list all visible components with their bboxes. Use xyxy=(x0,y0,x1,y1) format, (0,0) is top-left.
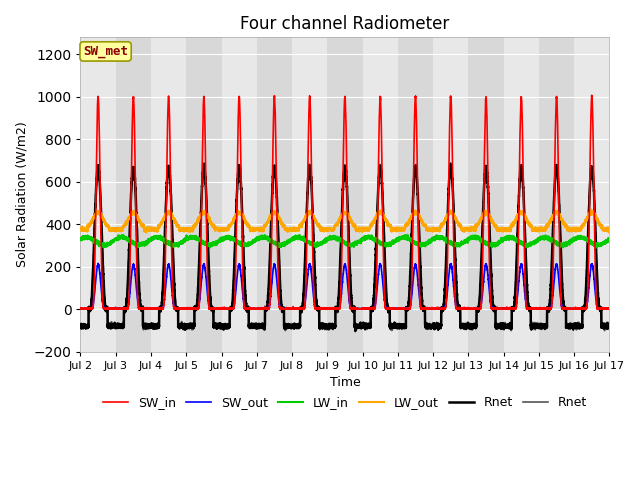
LW_in xyxy=(463,238,471,243)
SW_in xyxy=(77,306,84,312)
Bar xyxy=(257,37,292,351)
LW_out xyxy=(577,227,584,232)
Rnet xyxy=(257,324,264,329)
Rnet xyxy=(478,232,486,238)
Bar xyxy=(151,37,186,351)
Rnet xyxy=(463,321,471,327)
Rnet xyxy=(351,328,359,334)
SW_in xyxy=(605,306,613,312)
Rnet xyxy=(584,252,591,258)
Rnet xyxy=(478,233,486,239)
SW_out xyxy=(77,306,84,312)
SW_out xyxy=(94,261,102,266)
SW_out xyxy=(257,306,264,312)
LW_out xyxy=(327,227,335,233)
Rnet xyxy=(327,322,335,328)
Bar xyxy=(363,37,398,351)
Rnet xyxy=(447,160,454,166)
Line: Rnet: Rnet xyxy=(81,163,609,332)
LW_in xyxy=(257,235,264,241)
Bar xyxy=(468,37,504,351)
Rnet xyxy=(327,324,335,330)
SW_in xyxy=(463,306,471,312)
LW_out xyxy=(257,226,264,232)
Line: SW_in: SW_in xyxy=(81,95,609,309)
Bar xyxy=(433,37,468,351)
Legend: SW_in, SW_out, LW_in, LW_out, Rnet, Rnet: SW_in, SW_out, LW_in, LW_out, Rnet, Rnet xyxy=(98,391,592,414)
SW_in xyxy=(257,306,264,312)
Rnet xyxy=(77,324,84,330)
LW_out xyxy=(584,215,591,221)
Bar xyxy=(221,37,257,351)
SW_out xyxy=(77,306,84,312)
LW_in xyxy=(478,238,486,243)
Rnet xyxy=(463,321,471,326)
SW_out xyxy=(605,306,613,312)
LW_in xyxy=(593,245,600,251)
SW_out xyxy=(463,306,471,312)
SW_out xyxy=(327,306,335,312)
Title: Four channel Radiometer: Four channel Radiometer xyxy=(241,15,449,33)
X-axis label: Time: Time xyxy=(330,376,360,389)
Rnet xyxy=(584,252,591,258)
Bar xyxy=(292,37,327,351)
Bar xyxy=(504,37,539,351)
Y-axis label: Solar Radiation (W/m2): Solar Radiation (W/m2) xyxy=(15,121,28,267)
Line: SW_out: SW_out xyxy=(81,264,609,309)
SW_out xyxy=(478,294,486,300)
Rnet xyxy=(605,323,613,328)
Line: LW_in: LW_in xyxy=(81,235,609,248)
LW_in xyxy=(404,232,412,238)
LW_in xyxy=(605,238,613,243)
LW_in xyxy=(584,238,591,244)
LW_out xyxy=(588,206,595,212)
Bar xyxy=(116,37,151,351)
Bar xyxy=(81,37,116,351)
Rnet xyxy=(577,324,584,330)
LW_in xyxy=(77,237,84,242)
SW_in xyxy=(77,306,84,312)
SW_in xyxy=(327,306,335,312)
Rnet xyxy=(605,323,613,329)
LW_out xyxy=(463,228,471,233)
LW_in xyxy=(327,236,335,241)
Rnet xyxy=(77,324,84,330)
Text: SW_met: SW_met xyxy=(83,45,128,58)
Rnet xyxy=(577,324,584,330)
SW_out xyxy=(577,305,584,311)
SW_in xyxy=(478,284,486,290)
Bar xyxy=(398,37,433,351)
Rnet xyxy=(257,324,264,330)
LW_in xyxy=(577,234,584,240)
Line: LW_out: LW_out xyxy=(81,209,609,233)
SW_in xyxy=(588,92,596,98)
Line: Rnet: Rnet xyxy=(81,164,609,331)
SW_in xyxy=(577,306,584,312)
Bar xyxy=(574,37,609,351)
Rnet xyxy=(351,329,359,335)
SW_in xyxy=(584,300,591,305)
Bar xyxy=(539,37,574,351)
LW_out xyxy=(77,226,84,232)
Bar xyxy=(327,37,363,351)
LW_out xyxy=(478,212,486,218)
LW_out xyxy=(142,230,150,236)
LW_out xyxy=(605,226,613,232)
SW_out xyxy=(584,299,591,305)
Rnet xyxy=(200,161,208,167)
Bar xyxy=(186,37,221,351)
